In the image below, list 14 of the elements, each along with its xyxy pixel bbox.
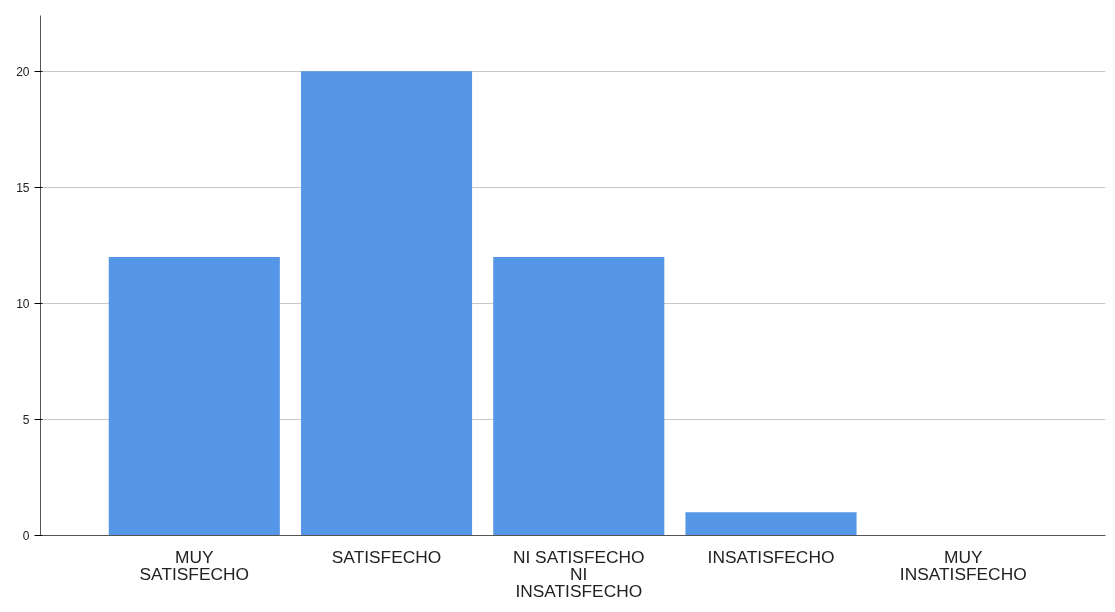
x-tick-label: NI SATISFECHO NI INSATISFECHO (512, 546, 645, 601)
y-tick-label: 5 (22, 412, 30, 427)
y-tick-label: 10 (16, 296, 30, 311)
y-tick-label: 0 (22, 529, 30, 543)
bar (685, 512, 857, 536)
y-tick-label: 20 (16, 64, 30, 79)
bar (300, 71, 473, 536)
bar (493, 256, 665, 536)
x-tick-label: MUY SATISFECHO (139, 546, 250, 584)
y-tick-label: 15 (16, 180, 30, 195)
x-tick-label: INSATISFECHO (707, 546, 835, 567)
bar (108, 256, 280, 536)
x-tick-label: SATISFECHO (331, 546, 442, 567)
x-tick-label: MUY INSATISFECHO (899, 546, 1027, 584)
